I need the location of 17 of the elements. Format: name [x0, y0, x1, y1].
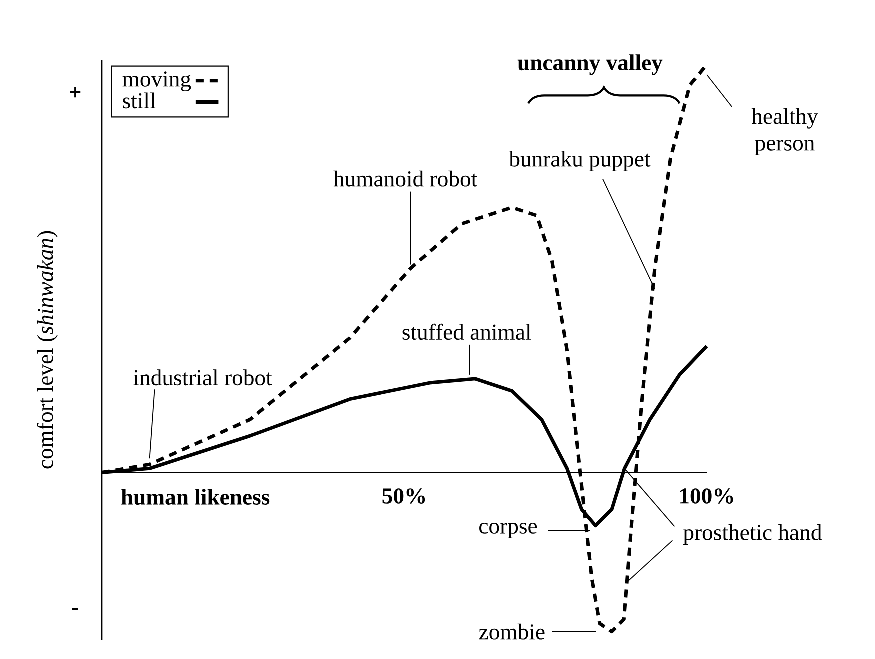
annotation: healthy person: [752, 108, 818, 156]
annotation: stuffed animal: [402, 324, 532, 340]
annotation: corpse: [480, 523, 538, 539]
text: +: [70, 87, 81, 98]
annotation: bunraku puppet: [509, 150, 651, 172]
annotation: uncanny valley: [518, 54, 663, 76]
annotation: zombie: [479, 624, 545, 640]
annotation: prosthetic hand: [684, 524, 822, 545]
y-axis-title: comfort level (shinwakan): [37, 231, 58, 469]
x-tick-label: 100%: [680, 488, 734, 504]
x-tick-label: 50%: [382, 488, 426, 504]
legend-label: still: [123, 92, 156, 109]
text: -: [72, 608, 78, 610]
x-axis-title: human likeness: [122, 489, 270, 506]
legend-label: moving: [122, 72, 192, 92]
annotation: humanoid robot: [334, 170, 478, 187]
annotation: industrial robot: [134, 370, 272, 386]
